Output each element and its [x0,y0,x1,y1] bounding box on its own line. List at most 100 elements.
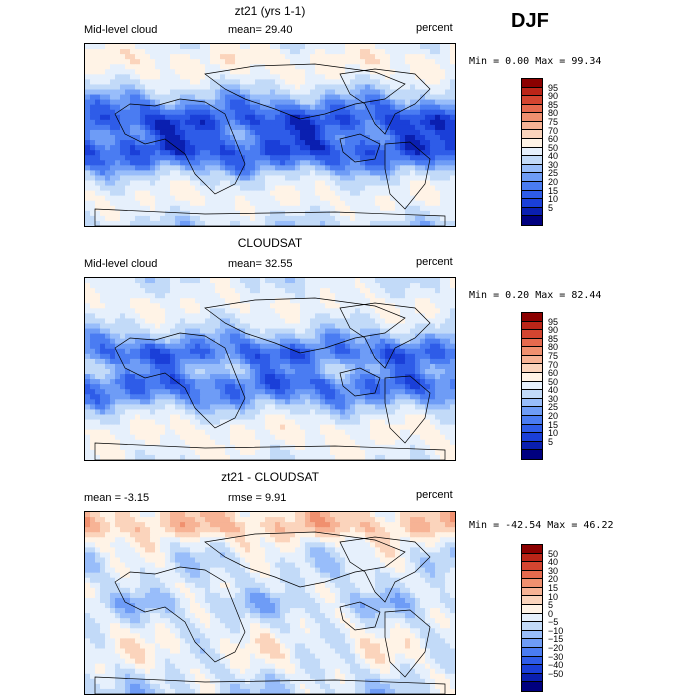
map-cell [225,44,231,50]
map-cell [415,170,421,177]
map-cell [380,59,386,65]
map-cell [410,414,416,421]
map-cell [155,200,161,207]
map-cell [175,74,181,80]
map-cell [260,379,266,385]
map-cell [410,358,416,365]
map-cell [315,180,321,187]
map-cell [255,220,261,226]
map-cell [430,404,436,411]
map-cell [120,190,126,197]
map-cell [270,343,276,350]
map-cell [290,424,296,431]
map-cell [295,44,301,50]
map-cell [325,293,331,299]
map-cell [355,165,361,171]
map-cell [115,49,121,55]
map-cell [130,379,136,385]
map-cell [105,104,111,111]
map-cell [130,129,136,136]
map-cell [350,124,356,131]
map-cell [185,353,191,360]
map-cell [285,124,291,131]
map-cell [375,278,381,284]
map-cell [450,69,455,75]
map-cell [200,328,206,335]
map-cell [170,278,176,284]
map-cell [440,44,446,50]
map-cell [410,210,416,217]
map-cell [410,215,416,222]
map-cell [275,369,281,375]
map-cell [320,210,326,217]
map-cell [115,323,121,330]
map-cell [105,124,111,131]
map-cell [95,54,101,60]
map-cell [340,150,346,156]
map-cell [235,150,241,156]
map-cell [305,64,311,70]
map-cell [145,308,151,314]
map-cell [120,74,126,80]
map-cell [110,363,116,370]
map-cell [265,124,271,131]
map-cell [275,84,281,91]
map-cell [320,124,326,131]
map-cell [155,338,161,345]
map-cell [305,195,311,202]
map-cell [95,419,101,426]
map-cell [145,389,151,395]
map-cell [180,165,186,171]
map-cell [425,185,431,192]
map-cell [355,145,361,151]
map-cell [435,44,441,50]
map-cell [170,283,176,289]
map-cell [345,220,351,226]
map-cell [150,394,156,400]
map-cell [335,348,341,355]
map-cell [365,165,371,171]
map-cell [265,210,271,217]
map-cell [315,74,321,80]
map-cell [285,129,291,136]
map-cell [295,353,301,360]
map-cell [350,79,356,86]
map-cell [445,190,451,197]
map-cell [340,389,346,395]
map-cell [330,404,336,411]
map-cell [405,414,411,421]
map-cell [275,348,281,355]
map-cell [255,180,261,187]
map-cell [345,94,351,101]
map-cell [365,363,371,370]
map-cell [115,369,121,375]
map-cell [320,150,326,156]
map-cell [425,129,431,136]
map-cell [300,145,306,151]
map-cell [205,64,211,70]
map-cell [380,288,386,294]
map-cell [395,195,401,202]
map-cell [300,89,306,96]
map-cell [400,185,406,192]
map-cell [115,313,121,320]
map-cell [350,89,356,96]
map-cell [200,49,206,55]
map-cell [415,54,421,60]
map-cell [405,374,411,380]
coastline [339,133,381,163]
map-cell [235,44,241,50]
map-cell [220,379,226,385]
map-cell [100,424,106,431]
map-cell [290,374,296,380]
map-cell [200,308,206,314]
map-cell [225,399,231,405]
map-cell [150,308,156,314]
map-cell [335,190,341,197]
map-cell [165,150,171,156]
map-cell [290,404,296,411]
map-cell [200,298,206,304]
map-cell [205,175,211,182]
map-cell [390,180,396,187]
map-cell [415,150,421,156]
